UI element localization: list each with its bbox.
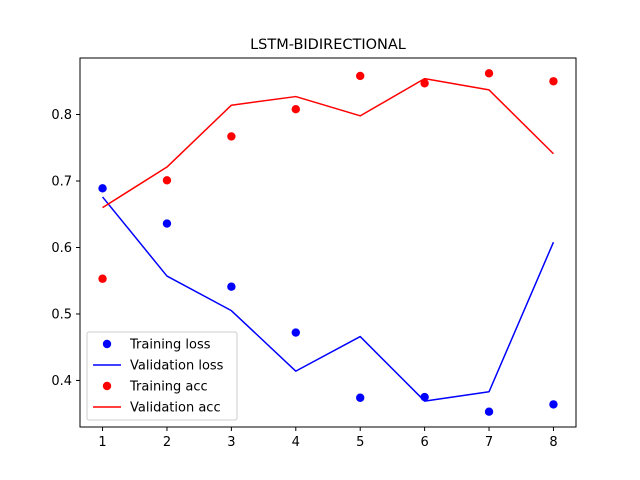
training-acc-point	[356, 71, 365, 81]
y-tick-label: 0.4	[51, 374, 72, 389]
series-validation-acc	[102, 77, 554, 209]
validation-acc-line	[102, 77, 554, 209]
legend-label: Training acc	[129, 380, 208, 395]
y-tick-label: 0.7	[51, 175, 72, 190]
training-loss-point	[162, 219, 172, 228]
series-training-loss	[98, 184, 558, 416]
x-tick-label: 8	[549, 435, 557, 450]
training-loss-point	[549, 400, 558, 409]
training-acc-point	[549, 77, 558, 86]
x-tick-label: 1	[98, 435, 106, 450]
x-tick-label: 2	[163, 435, 171, 450]
validation-loss-line	[101, 196, 555, 402]
training-loss-point	[484, 407, 494, 416]
training-loss-point	[291, 328, 300, 337]
training-loss-point	[356, 393, 365, 402]
x-axis: 1 2 3 4 5 6 7 8	[98, 427, 558, 450]
y-tick-label: 0.8	[51, 108, 72, 123]
plot-frame	[79, 57, 577, 428]
training-acc-point	[162, 176, 172, 185]
x-tick-label: 4	[292, 435, 300, 450]
training-acc-point	[291, 104, 300, 114]
legend-label: Validation acc	[130, 401, 221, 416]
training-acc-point	[484, 69, 494, 78]
x-tick-label: 5	[356, 435, 364, 450]
series-training-acc	[98, 69, 558, 283]
x-tick-label: 7	[485, 435, 493, 450]
legend-item-validation-acc: Validation acc	[93, 401, 221, 416]
legend-item-validation-loss: Validation loss	[93, 359, 224, 374]
training-loss-point	[227, 282, 236, 291]
series-validation-loss	[101, 196, 555, 402]
legend-swatch-marker	[102, 381, 112, 391]
chart-title: LSTM-BIDIRECTIONAL	[250, 37, 406, 53]
legend-label: Training loss	[129, 338, 211, 353]
legend: Training loss Validation loss Training acc…	[86, 331, 238, 421]
legend-label: Validation loss	[130, 359, 224, 374]
y-tick-label: 0.5	[51, 307, 72, 322]
training-acc-point	[98, 274, 107, 283]
training-acc-point	[420, 79, 429, 88]
training-acc-point	[227, 132, 236, 141]
x-tick-label: 6	[420, 435, 428, 450]
legend-item-training-acc: Training acc	[102, 380, 208, 395]
legend-box	[86, 331, 238, 421]
training-loss-point	[98, 184, 107, 193]
y-axis: 0.4 0.5 0.6 0.7 0.8	[51, 108, 80, 389]
legend-swatch-marker	[102, 339, 112, 349]
x-tick-label: 3	[227, 435, 235, 450]
y-tick-label: 0.6	[51, 241, 72, 256]
legend-item-training-loss: Training loss	[102, 338, 211, 353]
series-layer	[98, 69, 558, 416]
